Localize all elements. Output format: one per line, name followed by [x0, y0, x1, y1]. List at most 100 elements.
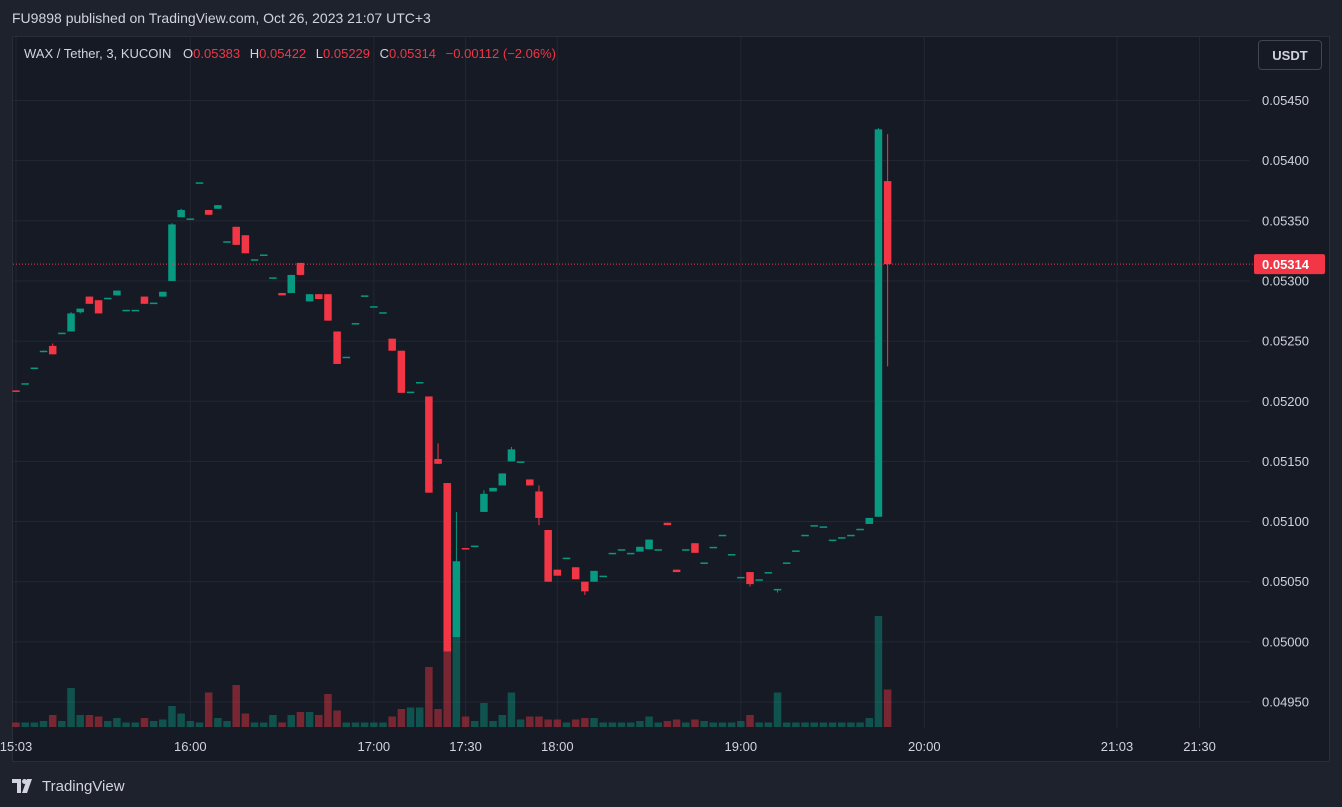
last-price-badge	[1254, 254, 1325, 275]
price-axis-label: 0.04950	[1262, 695, 1309, 710]
candle-body	[471, 545, 479, 548]
close-label: C	[379, 46, 390, 61]
volume-bar	[718, 722, 727, 727]
volume-bar	[39, 721, 48, 727]
candle-body	[507, 449, 516, 462]
volume-bar	[819, 722, 828, 727]
candle-body	[296, 262, 305, 275]
candle-body	[617, 549, 626, 551]
candle-body	[434, 458, 442, 464]
price-axis-label: 0.05050	[1262, 574, 1309, 589]
candle-body	[287, 274, 295, 293]
price-axis-label: 0.05450	[1262, 93, 1309, 108]
volume-bar	[30, 722, 39, 727]
candle-body	[122, 309, 130, 312]
volume-bar	[746, 715, 754, 727]
open-value: 0.05383	[193, 46, 241, 61]
candle-body	[452, 561, 461, 638]
candle-body	[443, 483, 451, 652]
candle-body	[764, 572, 773, 574]
volume-bar	[278, 722, 286, 727]
volume-bar	[626, 722, 635, 727]
volume-bar	[259, 722, 268, 727]
price-axis-label: 0.05300	[1262, 273, 1309, 288]
high-value: 0.05422	[259, 46, 307, 61]
volume-bar	[94, 716, 103, 727]
candle-body	[30, 367, 39, 370]
volume-bar	[489, 721, 497, 727]
volume-bar	[544, 719, 552, 727]
candle-body	[425, 396, 433, 493]
candle-body	[480, 493, 488, 512]
volume-bar	[672, 719, 681, 727]
candle-body	[672, 569, 681, 573]
volume-bar	[581, 718, 589, 727]
candle-body	[856, 528, 864, 531]
close-value: 0.05314	[389, 46, 437, 61]
candle-body	[94, 300, 103, 314]
candle-body	[773, 588, 782, 591]
volume-bar	[177, 713, 185, 727]
candle-body	[461, 548, 470, 550]
volume-bar	[67, 688, 75, 727]
volume-bar	[324, 694, 332, 727]
volume-bar	[21, 722, 29, 727]
volume-bar	[709, 722, 718, 727]
volume-bar	[810, 722, 818, 727]
candle-body	[819, 526, 828, 528]
volume-bar	[535, 716, 543, 727]
volume-bar	[370, 722, 378, 727]
volume-bar	[480, 703, 488, 727]
time-axis-label: 17:30	[449, 739, 482, 754]
candle-body	[360, 295, 369, 297]
candle-body	[104, 297, 112, 300]
candle-body	[315, 294, 323, 299]
candle-body	[562, 557, 571, 560]
high-label: H	[249, 46, 260, 61]
candle-body	[691, 543, 699, 553]
candle-body	[223, 241, 231, 243]
candle-body	[397, 350, 406, 393]
volume-bar	[801, 722, 809, 727]
volume-bar	[755, 722, 763, 727]
volume-bar	[636, 721, 644, 727]
time-axis-label: 20:00	[908, 739, 941, 754]
candle-body	[58, 332, 66, 335]
candle-body	[131, 309, 140, 312]
candle-body	[379, 312, 387, 314]
candle-body	[388, 338, 396, 351]
volume-bar	[122, 722, 130, 727]
time-axis-label: 18:00	[541, 739, 574, 754]
currency-button[interactable]: USDT	[1258, 40, 1322, 70]
volume-bar	[232, 685, 240, 727]
candle-body	[599, 575, 607, 578]
publish-header: FU9898 published on TradingView.com, Oct…	[0, 0, 1342, 36]
candle-body	[351, 323, 360, 325]
volume-bar	[76, 715, 84, 727]
volume-bar	[85, 715, 94, 727]
candle-body	[204, 209, 213, 215]
volume-bar	[553, 719, 562, 727]
candle-body	[581, 581, 589, 592]
candle-body	[21, 383, 29, 385]
volume-bar	[691, 719, 699, 727]
volume-bar	[168, 706, 176, 727]
volume-bar	[269, 715, 277, 727]
volume-bar	[498, 715, 507, 727]
candle-body	[12, 390, 20, 392]
price-axis-label: 0.05150	[1262, 454, 1309, 469]
price-axis-label: 0.05250	[1262, 334, 1309, 349]
candle-body	[278, 292, 286, 296]
candle-body	[489, 487, 497, 492]
volume-bar	[599, 722, 607, 727]
candle-body	[865, 517, 874, 524]
candle-body	[737, 576, 745, 579]
candle-body	[516, 461, 525, 463]
candle-body	[186, 218, 195, 220]
volume-bar	[461, 716, 470, 727]
last-price-label: 0.05314	[1262, 257, 1310, 272]
candle-body	[177, 209, 185, 218]
candle-body	[727, 554, 736, 556]
candle-body	[241, 235, 250, 254]
